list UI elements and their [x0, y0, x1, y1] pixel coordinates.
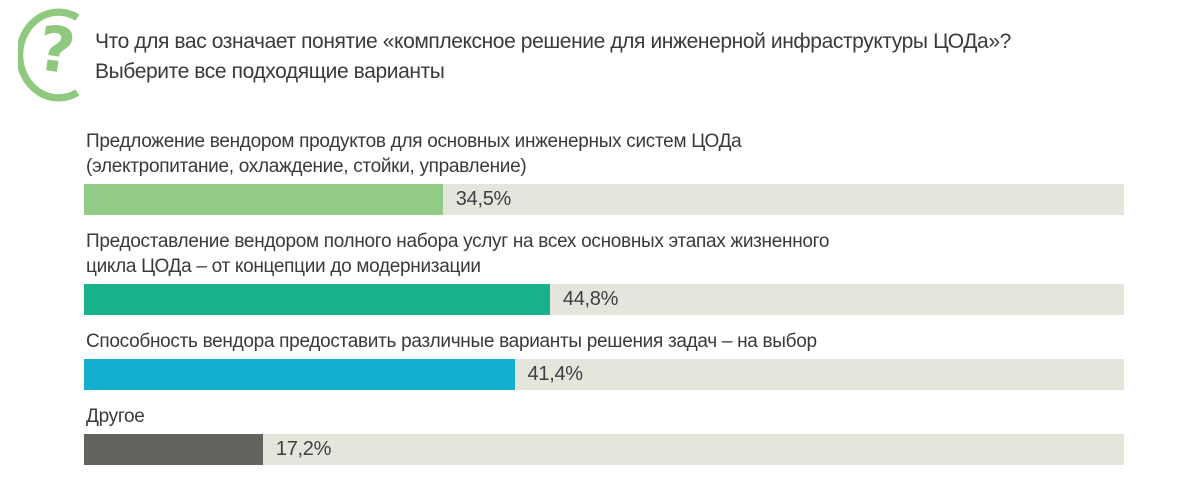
- answer-option-label: Предоставление вендором полного набора у…: [86, 231, 830, 277]
- bar-chart: Предложение вендором продуктов для основ…: [84, 129, 1124, 479]
- bar-track: 41,4%: [84, 359, 1124, 390]
- bar-fill: [84, 184, 443, 215]
- chart-row: Способность вендора предоставить различн…: [84, 329, 1124, 390]
- question-title-line2: Выберите все подходящие варианты: [95, 60, 445, 83]
- bar-value-label: 41,4%: [527, 363, 584, 385]
- question-mark-icon: ?: [18, 8, 80, 102]
- bar-track: 17,2%: [84, 434, 1124, 465]
- bar-fill: [84, 359, 515, 390]
- chart-row: Другое 17,2%: [84, 404, 1124, 465]
- chart-row: Предложение вендором продуктов для основ…: [84, 129, 1124, 215]
- answer-option-label: Предложение вендором продуктов для основ…: [86, 131, 742, 177]
- bar-value-label: 34,5%: [455, 188, 512, 210]
- svg-text:?: ?: [34, 11, 80, 88]
- bar-fill: [84, 434, 263, 465]
- bar-fill: [84, 284, 550, 315]
- question-title: Что для вас означает понятие «комплексно…: [95, 27, 1011, 87]
- bar-value-label: 44,8%: [562, 288, 619, 310]
- question-title-line1: Что для вас означает понятие «комплексно…: [95, 30, 1011, 53]
- bar-track: 44,8%: [84, 284, 1124, 315]
- answer-option-label: Способность вендора предоставить различн…: [86, 331, 817, 352]
- answer-option-label: Другое: [86, 406, 145, 427]
- bar-track: 34,5%: [84, 184, 1124, 215]
- chart-row: Предоставление вендором полного набора у…: [84, 229, 1124, 315]
- bar-value-label: 17,2%: [275, 438, 332, 460]
